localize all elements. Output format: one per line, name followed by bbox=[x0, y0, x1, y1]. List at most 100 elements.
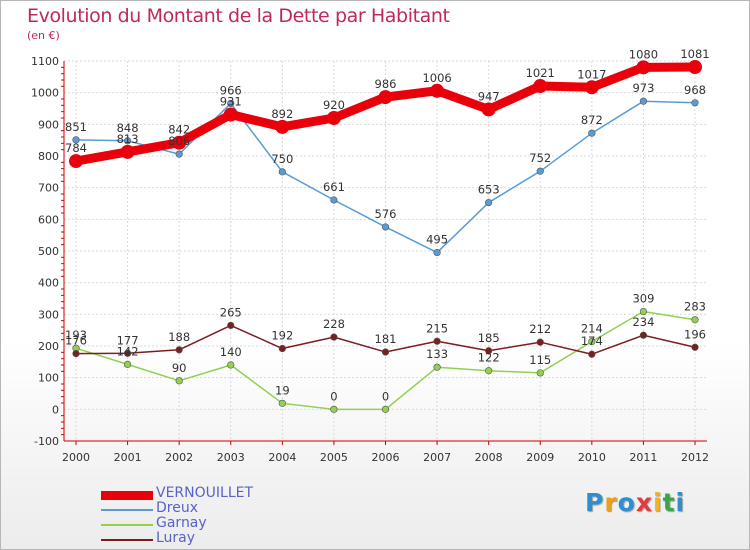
data-point bbox=[688, 60, 702, 75]
data-label: 750 bbox=[271, 152, 293, 166]
x-tick-label: 2000 bbox=[62, 451, 90, 464]
x-tick-label: 2005 bbox=[320, 451, 348, 464]
data-point bbox=[175, 346, 183, 354]
x-tick-label: 2003 bbox=[217, 451, 245, 464]
data-label: 576 bbox=[375, 207, 397, 221]
data-label: 986 bbox=[375, 77, 397, 91]
x-tick-label: 2010 bbox=[578, 451, 606, 464]
legend-swatch bbox=[101, 490, 153, 500]
x-tick-label: 2007 bbox=[423, 451, 451, 464]
data-point bbox=[175, 377, 183, 385]
data-point bbox=[430, 83, 445, 98]
data-point bbox=[485, 347, 493, 355]
legend-swatch bbox=[101, 524, 153, 526]
data-point bbox=[433, 363, 441, 371]
legend-swatch bbox=[101, 509, 153, 511]
x-tick-label: 2002 bbox=[165, 451, 193, 464]
data-label: 661 bbox=[323, 180, 345, 194]
logo-letter: i bbox=[653, 488, 663, 517]
logo-letter: i bbox=[675, 488, 686, 517]
data-label: 1021 bbox=[526, 66, 555, 80]
data-point bbox=[533, 79, 548, 94]
logo-letter: x bbox=[635, 488, 653, 517]
legend-label: Dreux bbox=[156, 500, 198, 516]
data-point bbox=[485, 198, 493, 207]
data-point bbox=[123, 360, 132, 368]
data-point bbox=[120, 144, 135, 159]
data-label: 920 bbox=[323, 98, 345, 112]
data-label: 848 bbox=[117, 121, 139, 135]
x-tick-label: 2012 bbox=[681, 451, 709, 464]
data-label: 265 bbox=[220, 305, 242, 319]
data-point bbox=[485, 367, 493, 375]
data-label: 495 bbox=[426, 233, 448, 247]
data-label: 140 bbox=[220, 345, 242, 359]
x-tick-label: 2008 bbox=[475, 451, 503, 464]
data-point bbox=[175, 150, 183, 158]
data-point bbox=[227, 361, 235, 369]
x-tick-label: 2006 bbox=[372, 451, 400, 464]
y-tick-label: -100 bbox=[34, 435, 59, 448]
y-tick-label: 600 bbox=[38, 213, 59, 226]
data-label: 192 bbox=[271, 329, 293, 343]
y-tick-label: 100 bbox=[38, 372, 59, 385]
y-tick-label: 0 bbox=[52, 403, 59, 416]
data-label: 752 bbox=[529, 151, 551, 165]
data-label: 968 bbox=[684, 83, 706, 97]
data-point bbox=[326, 111, 341, 125]
data-label: 931 bbox=[220, 95, 242, 109]
x-tick-label: 2011 bbox=[629, 451, 657, 464]
legend-label: Garnay bbox=[156, 515, 207, 531]
data-point bbox=[278, 344, 286, 353]
data-label: 193 bbox=[65, 328, 87, 342]
data-label: 309 bbox=[632, 291, 654, 305]
data-point bbox=[639, 307, 648, 316]
data-label: 0 bbox=[382, 389, 389, 403]
data-label: 142 bbox=[117, 344, 139, 358]
data-point bbox=[588, 350, 596, 358]
data-point bbox=[69, 154, 83, 169]
data-label: 653 bbox=[478, 183, 500, 197]
x-tick-label: 2009 bbox=[526, 451, 554, 464]
data-point bbox=[381, 223, 390, 231]
data-label: 215 bbox=[426, 321, 448, 335]
y-tick-label: 1000 bbox=[31, 87, 59, 100]
data-label: 1081 bbox=[680, 47, 709, 61]
data-label: 1006 bbox=[422, 71, 451, 85]
data-label: 842 bbox=[168, 123, 190, 137]
chart-subtitle: (en €) bbox=[27, 29, 60, 42]
data-label: 196 bbox=[684, 327, 706, 341]
data-label: 133 bbox=[426, 347, 448, 361]
data-label: 784 bbox=[65, 141, 87, 155]
data-label: 90 bbox=[172, 361, 187, 375]
data-point bbox=[275, 119, 290, 134]
data-point bbox=[123, 137, 132, 145]
data-label: 0 bbox=[330, 389, 337, 403]
data-label: 892 bbox=[271, 107, 293, 121]
data-label: 176 bbox=[65, 334, 87, 348]
data-label: 185 bbox=[478, 331, 500, 345]
data-point bbox=[381, 405, 390, 413]
legend-label: Luray bbox=[156, 530, 196, 546]
x-tick-label: 2001 bbox=[114, 451, 142, 464]
data-point bbox=[72, 350, 80, 358]
data-point bbox=[223, 107, 238, 122]
data-point bbox=[691, 343, 699, 351]
data-label: 177 bbox=[117, 333, 139, 347]
logo-letter: r bbox=[604, 488, 618, 517]
proxiti-logo: Proxiti bbox=[585, 488, 685, 517]
data-label: 1017 bbox=[577, 67, 606, 81]
data-point bbox=[330, 405, 338, 413]
data-label: 115 bbox=[529, 353, 551, 367]
y-tick-label: 800 bbox=[38, 150, 59, 163]
logo-letter: P bbox=[585, 488, 605, 517]
data-point bbox=[584, 80, 599, 95]
data-label: 872 bbox=[581, 113, 603, 127]
data-point bbox=[536, 369, 544, 377]
data-point bbox=[536, 338, 544, 346]
data-point bbox=[481, 102, 496, 117]
data-point bbox=[639, 97, 648, 105]
data-point bbox=[381, 348, 390, 356]
